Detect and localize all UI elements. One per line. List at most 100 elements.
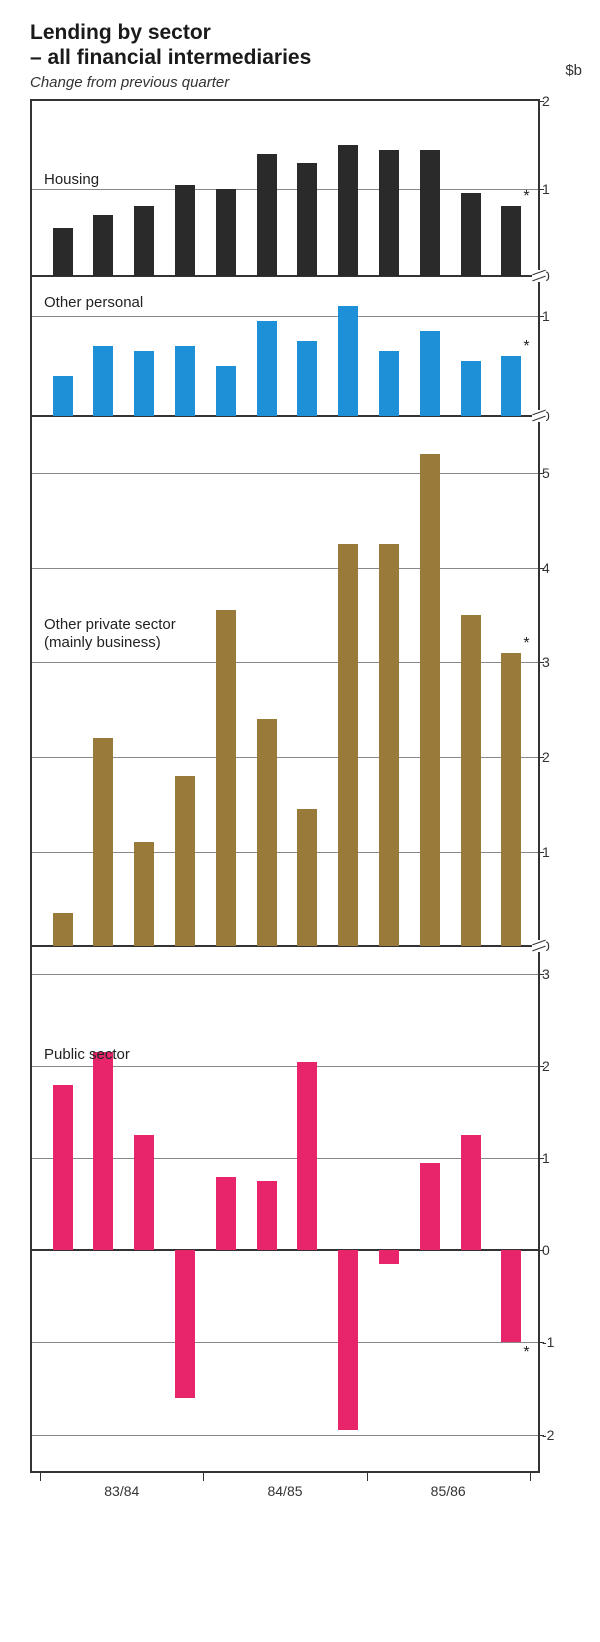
bar	[175, 185, 195, 277]
bar	[379, 544, 399, 946]
bar	[338, 145, 358, 276]
asterisk-marker: *	[523, 1344, 529, 1362]
panel-other-private: 012345*Other private sector(mainly busin…	[32, 416, 538, 946]
axis-break	[532, 940, 546, 952]
ytick-mark	[538, 473, 544, 474]
ytick-label: 5	[542, 465, 572, 481]
bar	[257, 719, 277, 946]
bar	[379, 150, 399, 277]
ytick-mark	[538, 1066, 544, 1067]
bar	[53, 376, 73, 416]
bar	[93, 346, 113, 416]
bar	[93, 738, 113, 946]
ytick-label: 0	[542, 408, 572, 424]
panel-housing: 012*Housing	[32, 101, 538, 276]
asterisk-marker: *	[523, 338, 529, 356]
bar	[93, 1052, 113, 1250]
bar	[93, 215, 113, 276]
ytick-mark	[538, 316, 544, 317]
bar	[216, 189, 236, 277]
bar	[53, 913, 73, 946]
chart-subtitle: Change from previous quarter	[30, 74, 590, 91]
ytick-label: -2	[542, 1427, 572, 1443]
ytick-mark	[538, 1250, 544, 1251]
bar	[461, 193, 481, 276]
panel-label: Housing	[44, 171, 99, 189]
bar	[134, 842, 154, 946]
asterisk-marker: *	[523, 188, 529, 206]
bar	[379, 1250, 399, 1264]
ytick-label: -1	[542, 1334, 572, 1350]
ytick-mark	[538, 101, 544, 102]
xtick-mark	[203, 1473, 204, 1481]
ytick-label: 0	[542, 938, 572, 954]
ytick-label: 1	[542, 844, 572, 860]
panel-label: Other personal	[44, 294, 143, 312]
ytick-label: 1	[542, 181, 572, 197]
bar	[53, 1085, 73, 1251]
bar	[216, 610, 236, 946]
ytick-label: 1	[542, 308, 572, 324]
ytick-mark	[538, 1435, 544, 1436]
x-axis: 83/8484/8585/86	[30, 1471, 540, 1511]
gridline	[32, 316, 538, 317]
bar	[175, 346, 195, 416]
bar	[461, 361, 481, 416]
axis-break	[532, 270, 546, 282]
ytick-mark	[538, 852, 544, 853]
plot-area: 012*Housing01*Other personal012345*Other…	[30, 99, 540, 1471]
chart-title: Lending by sector – all financial interm…	[30, 20, 590, 70]
ytick-label: 1	[542, 1150, 572, 1166]
bar	[297, 1062, 317, 1251]
panel-public-sector: -2-10123*Public sector	[32, 946, 538, 1471]
ytick-label: 0	[542, 1242, 572, 1258]
ytick-label: 2	[542, 749, 572, 765]
bar	[501, 356, 521, 416]
bar	[297, 341, 317, 416]
bar	[501, 1250, 521, 1342]
bar	[338, 544, 358, 946]
gridline	[32, 189, 538, 190]
ytick-label: 2	[542, 1058, 572, 1074]
bar	[420, 331, 440, 416]
bar	[420, 150, 440, 277]
bar	[420, 454, 440, 946]
bar	[216, 366, 236, 416]
gridline	[32, 974, 538, 975]
xtick-mark	[367, 1473, 368, 1481]
ytick-label: 3	[542, 654, 572, 670]
xtick-mark	[40, 1473, 41, 1481]
bar	[297, 163, 317, 277]
ytick-mark	[538, 757, 544, 758]
panel-other-personal: 01*Other personal	[32, 276, 538, 416]
bar	[134, 206, 154, 276]
bar	[175, 1250, 195, 1397]
bar	[134, 351, 154, 416]
ytick-mark	[538, 189, 544, 190]
gridline	[32, 1342, 538, 1343]
bar	[257, 154, 277, 277]
bar	[461, 1135, 481, 1250]
ytick-label: 3	[542, 966, 572, 982]
ytick-label: 0	[542, 268, 572, 284]
panel-label: Other private sector(mainly business)	[44, 616, 176, 652]
ytick-mark	[538, 662, 544, 663]
bar	[53, 228, 73, 276]
title-line2: – all financial intermediaries	[30, 46, 311, 69]
bar	[297, 809, 317, 946]
bar	[501, 653, 521, 946]
chart-container: Lending by sector – all financial interm…	[0, 0, 600, 1521]
ytick-mark	[538, 1158, 544, 1159]
bar	[461, 615, 481, 946]
ytick-mark	[538, 568, 544, 569]
bar	[216, 1177, 236, 1251]
axis-break	[532, 410, 546, 422]
bar	[338, 306, 358, 416]
title-line1: Lending by sector	[30, 21, 211, 44]
xtick-label: 83/84	[104, 1483, 139, 1499]
bar	[257, 1181, 277, 1250]
ytick-label: 4	[542, 560, 572, 576]
bar	[379, 351, 399, 416]
bar	[501, 206, 521, 276]
ytick-mark	[538, 1342, 544, 1343]
